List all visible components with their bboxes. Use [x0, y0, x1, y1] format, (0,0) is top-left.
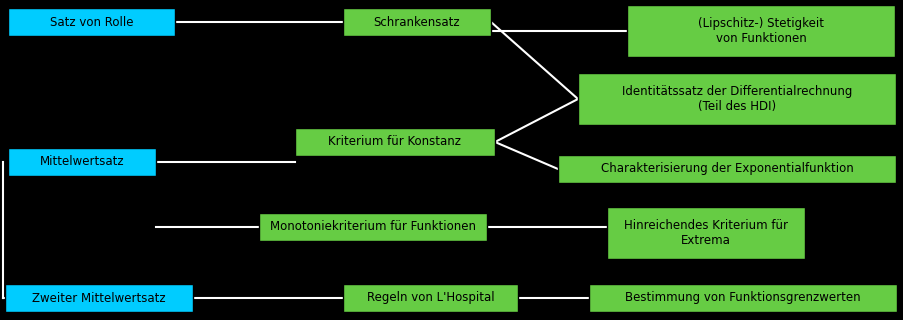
FancyBboxPatch shape — [342, 284, 517, 312]
FancyBboxPatch shape — [294, 128, 495, 156]
Text: Regeln von L'Hospital: Regeln von L'Hospital — [367, 292, 494, 305]
FancyBboxPatch shape — [8, 148, 156, 176]
FancyBboxPatch shape — [577, 73, 895, 125]
Text: Charakterisierung der Exponentialfunktion: Charakterisierung der Exponentialfunktio… — [600, 163, 852, 175]
Text: Zweiter Mittelwertsatz: Zweiter Mittelwertsatz — [33, 292, 165, 305]
FancyBboxPatch shape — [259, 213, 487, 241]
FancyBboxPatch shape — [5, 284, 192, 312]
Text: Schrankensatz: Schrankensatz — [373, 15, 460, 28]
Text: Kriterium für Konstanz: Kriterium für Konstanz — [328, 135, 461, 148]
Text: Bestimmung von Funktionsgrenzwerten: Bestimmung von Funktionsgrenzwerten — [625, 292, 860, 305]
FancyBboxPatch shape — [557, 155, 895, 183]
Text: Identitätssatz der Differentialrechnung
(Teil des HDI): Identitätssatz der Differentialrechnung … — [621, 85, 852, 113]
FancyBboxPatch shape — [8, 8, 175, 36]
FancyBboxPatch shape — [342, 8, 490, 36]
FancyBboxPatch shape — [627, 5, 894, 57]
Text: Satz von Rolle: Satz von Rolle — [50, 15, 133, 28]
FancyBboxPatch shape — [589, 284, 896, 312]
FancyBboxPatch shape — [606, 207, 804, 259]
Text: Mittelwertsatz: Mittelwertsatz — [40, 156, 125, 169]
Text: Hinreichendes Kriterium für
Extrema: Hinreichendes Kriterium für Extrema — [623, 219, 787, 247]
Text: Monotoniekriterium für Funktionen: Monotoniekriterium für Funktionen — [270, 220, 476, 234]
Text: (Lipschitz-) Stetigkeit
von Funktionen: (Lipschitz-) Stetigkeit von Funktionen — [697, 17, 824, 45]
